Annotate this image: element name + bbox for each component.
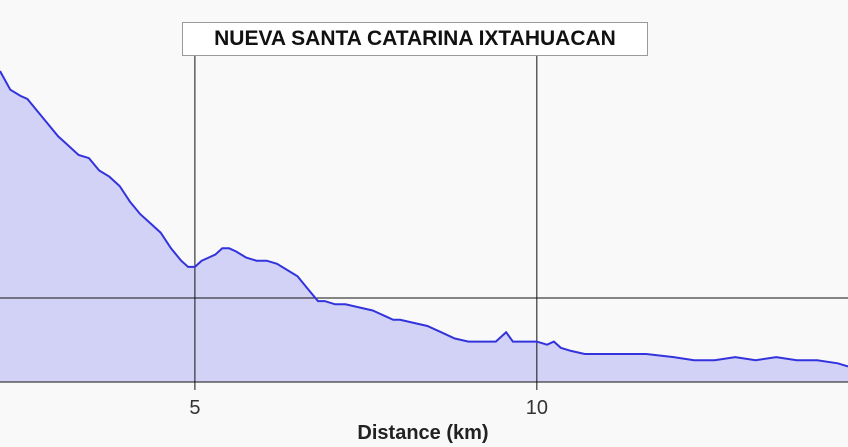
x-axis-label: Distance (km) xyxy=(357,422,488,444)
x-tick-label-10: 10 xyxy=(526,397,548,419)
grid-layer xyxy=(0,56,848,390)
chart-title: NUEVA SANTA CATARINA IXTAHUACAN xyxy=(182,22,648,56)
x-axis-ticks: 5 10 xyxy=(189,397,548,419)
x-tick-label-5: 5 xyxy=(189,397,200,419)
elevation-series-line xyxy=(0,70,848,368)
elevation-area-fill xyxy=(0,71,848,382)
